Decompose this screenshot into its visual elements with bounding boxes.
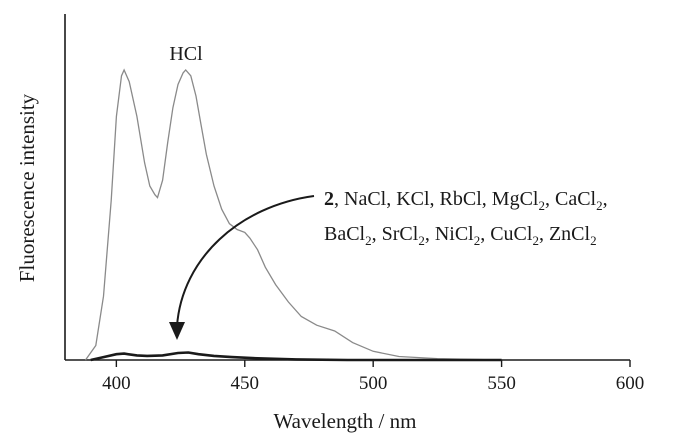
- annotation-line2-part-5: 2: [474, 233, 481, 248]
- x-tick-label-500: 500: [359, 373, 388, 394]
- annotation-hcl: HCl: [169, 43, 203, 65]
- series-line-hcl: [84, 68, 502, 361]
- annotation-line1-part-2: , CaCl: [545, 188, 597, 210]
- annotation-line1-bold: 2: [324, 188, 334, 210]
- annotation-line2-part-4: , NiCl: [425, 223, 474, 245]
- annotation-arrow: [176, 195, 315, 327]
- annotation-line2-part-3: 2: [418, 233, 425, 248]
- x-tick-label-550: 550: [487, 373, 516, 394]
- x-tick-label-450: 450: [231, 373, 260, 394]
- annotation-others-line2: BaCl2, SrCl2, NiCl2, CuCl2, ZnCl2: [324, 223, 597, 248]
- annotation-line1-part-0: , NaCl, KCl, RbCl, MgCl: [334, 188, 539, 210]
- x-tick-label-600: 600: [616, 373, 645, 394]
- annotation-others-line1: 2, NaCl, KCl, RbCl, MgCl2, CaCl2,: [324, 188, 608, 213]
- annotation-line2-part-8: , ZnCl: [539, 223, 591, 245]
- x-ticks: 400 450 500 550 600: [102, 360, 644, 394]
- annotation-line2-part-0: BaCl: [324, 223, 366, 245]
- series-layer: [84, 68, 502, 362]
- annotation-line2-part-7: 2: [532, 233, 539, 248]
- annotation-line1-part-1: 2: [538, 198, 545, 213]
- annotation-arrowhead: [169, 322, 185, 340]
- annotation-line1-part-3: 2: [596, 198, 603, 213]
- x-axis-title: Wavelength / nm: [274, 409, 417, 433]
- series-line-other-salts: [90, 351, 502, 362]
- annotation-line2-part-6: , CuCl: [480, 223, 533, 245]
- annotation-line2-part-1: 2: [365, 233, 372, 248]
- annotation-line2-part-9: 2: [590, 233, 597, 248]
- annotation-line1-part-4: ,: [603, 188, 608, 210]
- annotation-line2-part-2: , SrCl: [372, 223, 419, 245]
- x-tick-label-400: 400: [102, 373, 131, 394]
- y-axis-title: Fluorescence intensity: [15, 93, 39, 282]
